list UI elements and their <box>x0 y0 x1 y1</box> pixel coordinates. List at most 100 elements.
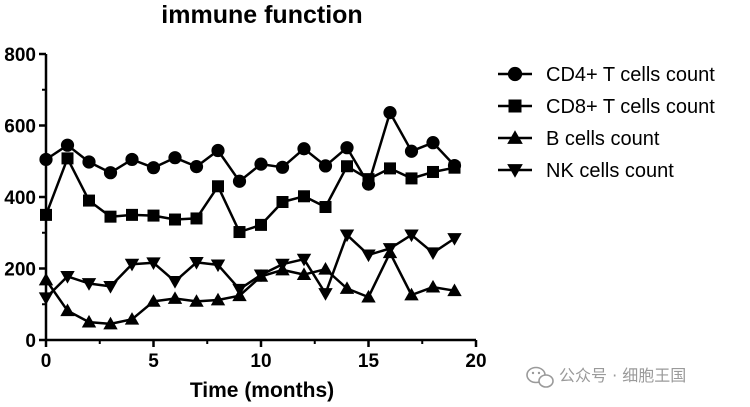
legend-item: CD8+ T cells count <box>498 96 715 118</box>
x-tick-label: 15 <box>358 351 380 372</box>
data-point <box>425 247 441 260</box>
data-point <box>318 288 333 301</box>
y-tick-label: 0 <box>25 331 36 352</box>
data-point <box>404 287 419 301</box>
legend-label: CD8+ T cells count <box>546 96 715 118</box>
data-point <box>60 138 75 152</box>
legend-item: NK cells count <box>498 160 674 182</box>
data-point <box>167 291 183 304</box>
data-point <box>318 262 333 275</box>
data-point <box>297 142 311 156</box>
data-point <box>60 303 75 317</box>
series-layer <box>38 106 462 330</box>
data-point <box>447 283 462 297</box>
data-point <box>405 172 418 185</box>
series-square <box>40 152 461 239</box>
data-point <box>60 270 75 284</box>
data-point <box>104 210 117 223</box>
data-point <box>103 166 118 180</box>
data-point <box>40 208 52 221</box>
data-point <box>255 218 267 231</box>
data-point <box>384 162 396 175</box>
data-point <box>146 294 161 307</box>
data-point <box>189 294 204 307</box>
data-point <box>124 258 140 272</box>
data-point <box>61 152 74 165</box>
data-point <box>425 279 441 293</box>
data-point <box>448 161 461 174</box>
data-point <box>275 160 290 174</box>
data-point <box>426 136 440 150</box>
y-tick-label: 800 <box>4 45 36 66</box>
watermark: 公众号 · 细胞王国 <box>526 366 686 388</box>
data-point <box>361 249 376 263</box>
data-point <box>210 259 226 273</box>
data-point <box>103 316 118 330</box>
data-point <box>189 160 204 174</box>
y-tick-label: 200 <box>4 260 36 281</box>
legend-item: CD4+ T cells count <box>498 64 715 86</box>
data-point <box>169 213 181 226</box>
data-point <box>189 257 204 270</box>
legend-label: CD4+ T cells count <box>546 64 715 86</box>
legend-marker <box>508 99 522 113</box>
chart-title: immune function <box>161 1 362 29</box>
data-point <box>447 233 462 246</box>
data-point <box>404 229 419 243</box>
data-point <box>254 157 268 171</box>
data-point <box>383 106 397 120</box>
data-point <box>81 314 97 328</box>
data-point <box>39 152 53 167</box>
x-tick-label: 5 <box>148 351 159 372</box>
data-point <box>124 312 140 325</box>
data-point <box>233 226 246 239</box>
data-point <box>190 212 203 225</box>
data-point <box>212 180 224 193</box>
data-point <box>296 253 312 267</box>
legend-marker <box>507 66 523 82</box>
data-point <box>404 144 419 158</box>
data-point <box>210 292 226 306</box>
wechat-icon <box>526 366 554 388</box>
data-point <box>318 159 333 173</box>
series-triangle-up <box>38 245 462 330</box>
data-point <box>126 208 138 221</box>
data-point <box>275 258 290 272</box>
x-tick-label: 10 <box>250 351 271 372</box>
data-point <box>83 194 95 207</box>
legend: CD4+ T cells count CD8+ T cells count B ce… <box>498 64 715 182</box>
data-point <box>167 275 183 289</box>
legend-marker <box>507 164 523 178</box>
data-point <box>319 201 332 214</box>
data-point <box>82 155 96 169</box>
data-point <box>339 229 355 243</box>
data-point <box>232 174 247 188</box>
data-point <box>362 173 375 186</box>
data-point <box>81 278 97 291</box>
x-tick-label: 20 <box>465 351 486 372</box>
legend-label: B cells count <box>546 128 660 150</box>
data-point <box>103 280 118 294</box>
x-axis-label: Time (months) <box>190 379 334 402</box>
data-point <box>38 292 54 306</box>
data-point <box>147 209 160 222</box>
axes: 0 200 400 600 800 0 5 10 15 20 <box>4 45 486 372</box>
data-point <box>382 243 398 256</box>
legend-marker <box>507 130 523 144</box>
data-point <box>232 283 247 297</box>
data-point <box>340 141 354 155</box>
y-tick-label: 600 <box>4 117 36 138</box>
data-point <box>146 257 161 270</box>
data-point <box>168 151 182 165</box>
series-triangle-down <box>38 229 462 306</box>
x-tick-label: 0 <box>41 351 52 372</box>
data-point <box>296 267 312 280</box>
legend-label: NK cells count <box>546 160 674 182</box>
watermark-text: 公众号 · 细胞王国 <box>559 366 686 385</box>
data-point <box>211 143 225 158</box>
data-point <box>361 289 376 303</box>
y-tick-label: 400 <box>4 188 36 209</box>
data-point <box>298 190 310 203</box>
data-point <box>341 160 353 173</box>
